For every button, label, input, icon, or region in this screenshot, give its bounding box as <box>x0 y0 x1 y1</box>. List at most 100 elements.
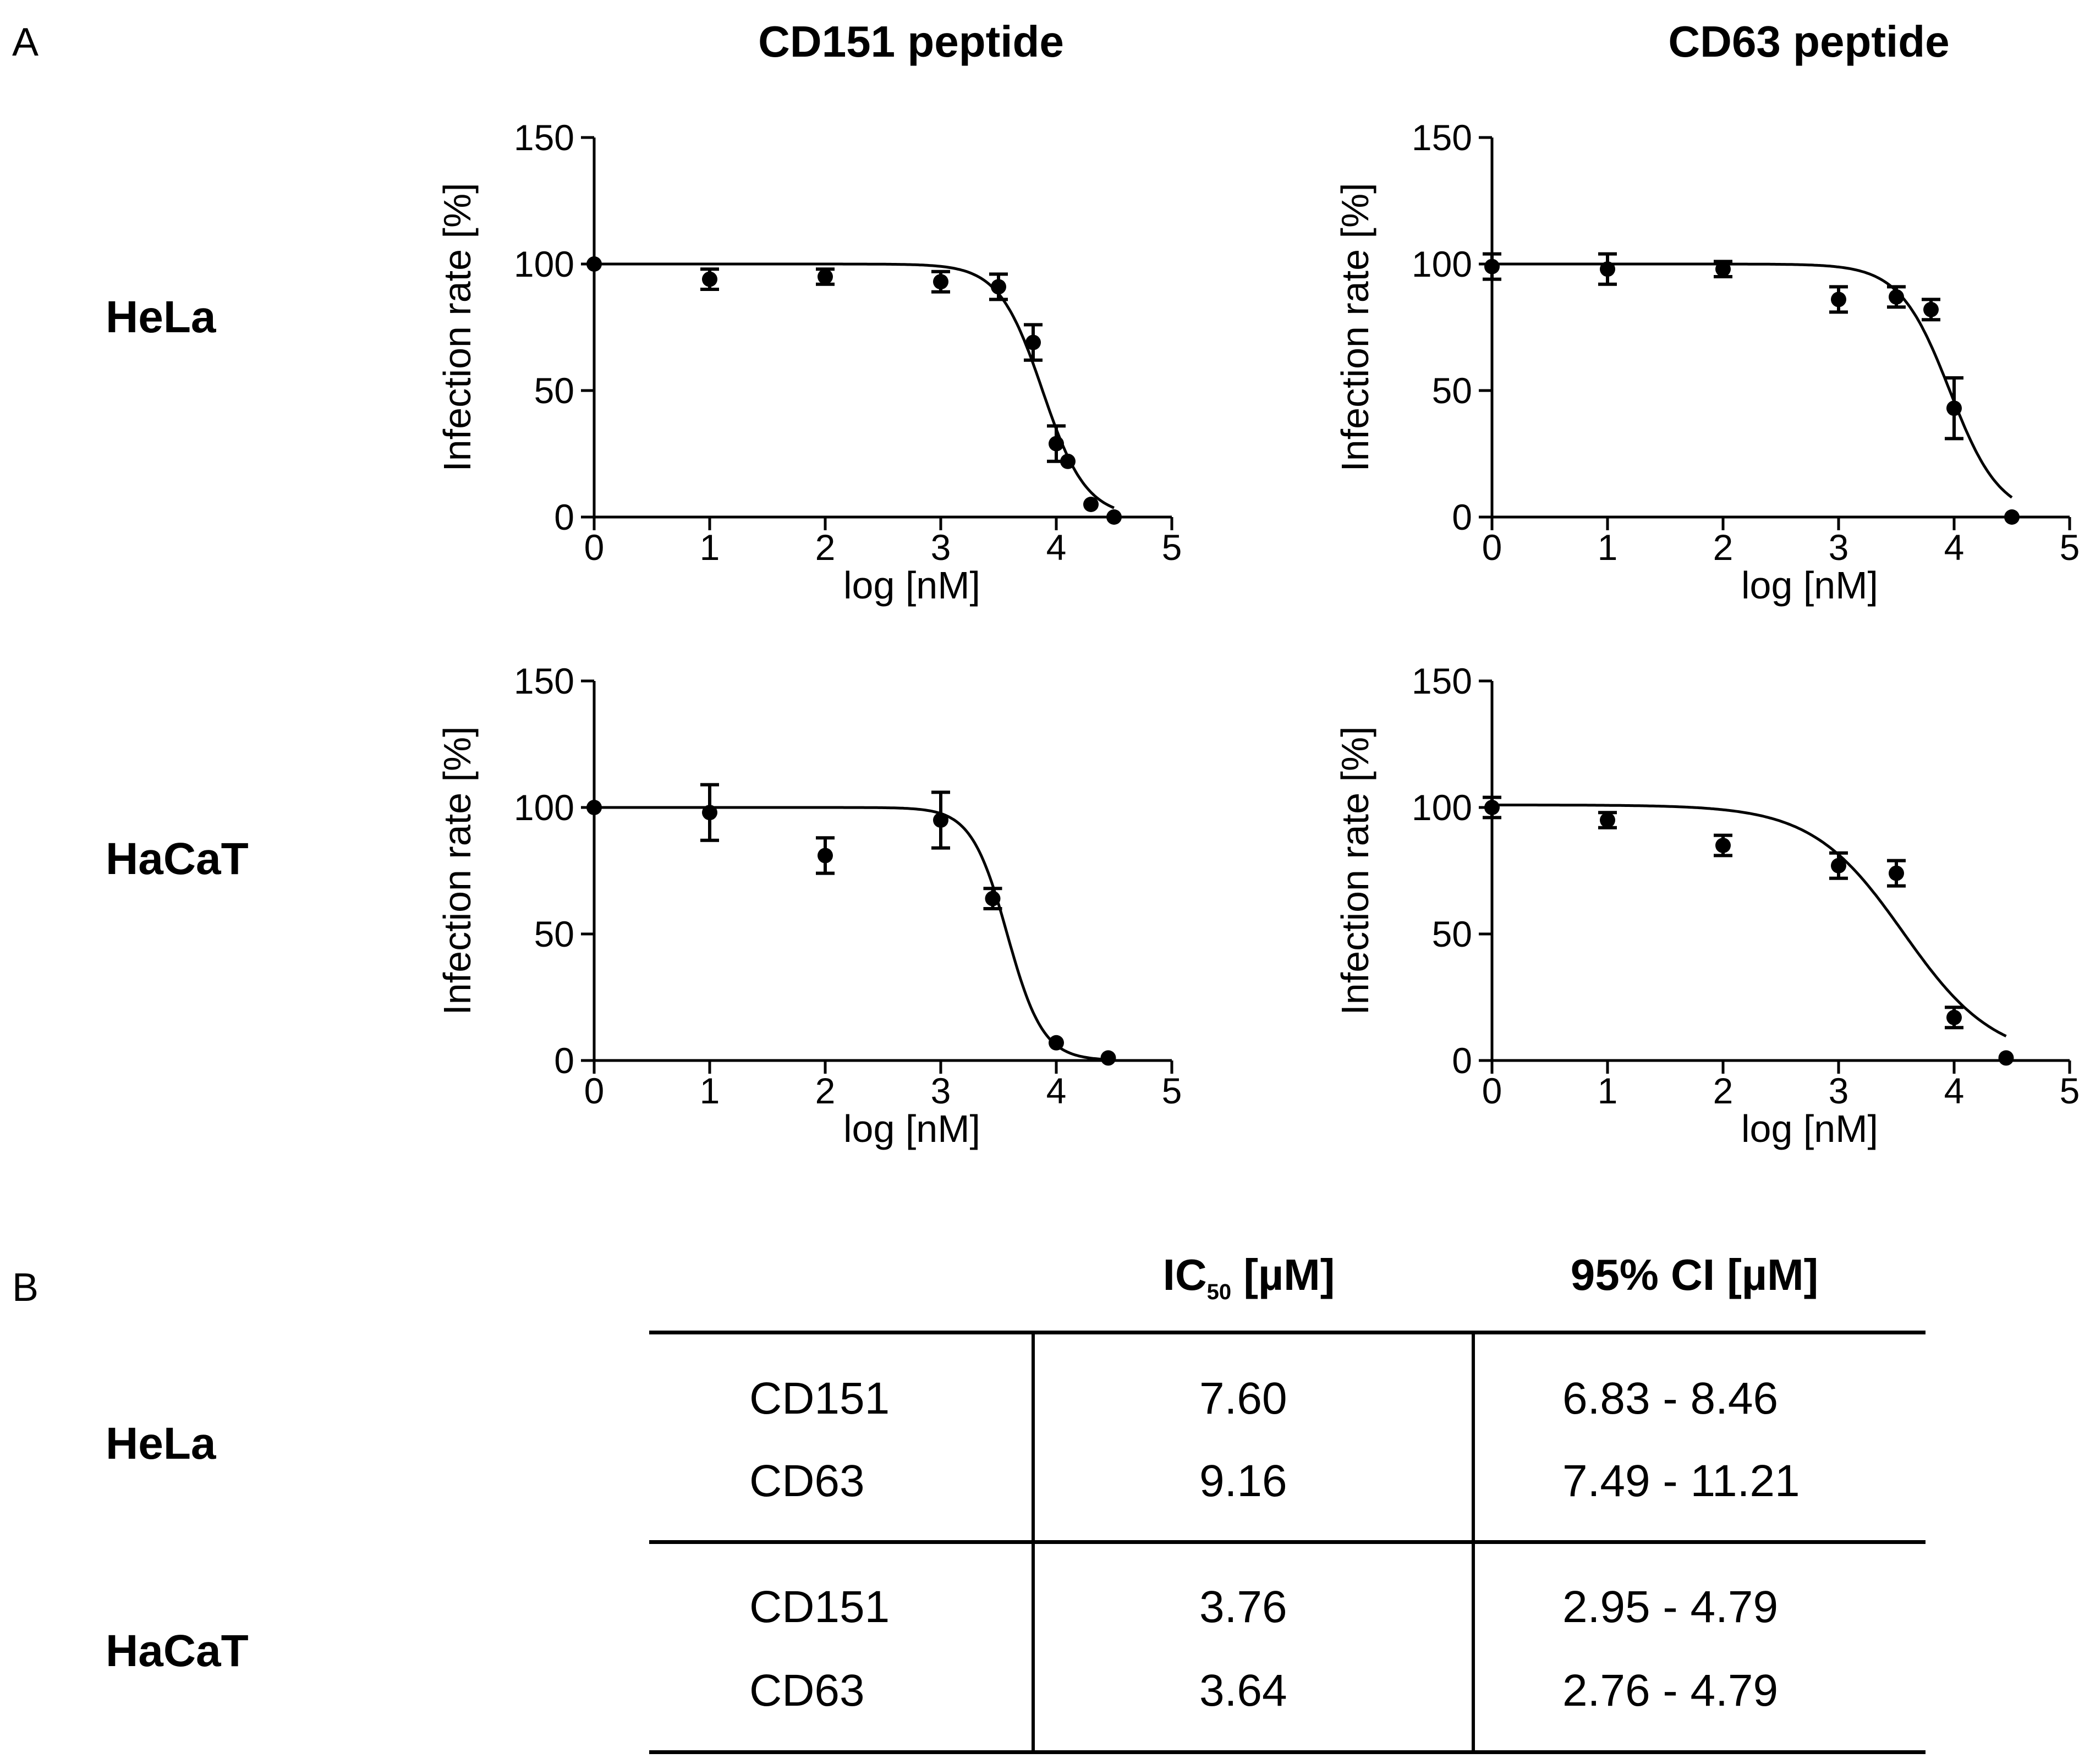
table-cell-ci: 2.95 - 4.79 <box>1562 1582 1779 1632</box>
data-point <box>586 256 602 272</box>
table-rule-top <box>649 1331 1926 1334</box>
y-tick-label: 150 <box>1412 661 1472 701</box>
x-tick-label: 0 <box>1482 527 1502 568</box>
y-tick-label: 150 <box>514 661 574 701</box>
table-cell-ci: 7.49 - 11.21 <box>1562 1456 1800 1506</box>
column-title-cd63: CD63 peptide <box>1668 17 1950 66</box>
x-tick-label: 1 <box>700 1070 720 1111</box>
table-cell-ic50: 3.76 <box>1199 1582 1287 1632</box>
data-point <box>1831 292 1846 307</box>
row-label-hacat: HaCaT <box>106 834 249 884</box>
data-point <box>933 812 948 828</box>
table-divider-2 <box>1472 1334 1475 1750</box>
x-tick-label: 2 <box>815 527 836 568</box>
x-tick-label: 2 <box>1713 1070 1734 1111</box>
y-tick-label: 0 <box>554 497 574 537</box>
data-point <box>1946 400 1962 416</box>
y-tick-label: 50 <box>1432 370 1472 411</box>
column-title-cd151: CD151 peptide <box>758 17 1064 66</box>
data-point <box>1025 334 1041 350</box>
y-axis-label: Infection rate [%] <box>436 183 479 471</box>
x-tick-label: 4 <box>1046 527 1067 568</box>
data-point <box>1831 858 1846 873</box>
data-point <box>985 891 1001 906</box>
x-tick-label: 0 <box>584 1070 605 1111</box>
fit-curve <box>594 262 1115 509</box>
x-tick-label: 2 <box>815 1070 836 1111</box>
y-tick-label: 0 <box>1452 1040 1472 1081</box>
panel-label-b: B <box>12 1266 39 1310</box>
x-axis-label: log [nM] <box>843 1107 980 1150</box>
table-cell-peptide: CD151 <box>749 1373 890 1424</box>
data-point <box>1889 865 1904 881</box>
y-tick-label: 50 <box>1432 914 1472 954</box>
table-header-ci: 95% CI [µM] <box>1570 1250 1819 1299</box>
table-rule-bottom <box>649 1750 1926 1754</box>
table-cell-ci: 6.83 - 8.46 <box>1562 1373 1779 1424</box>
x-tick-label: 4 <box>1944 1070 1965 1111</box>
y-tick-label: 0 <box>1452 497 1472 537</box>
data-point <box>1484 800 1500 815</box>
x-axis-label: log [nM] <box>843 564 980 607</box>
x-tick-label: 3 <box>931 527 951 568</box>
y-tick-label: 150 <box>514 117 574 158</box>
x-tick-label: 3 <box>931 1070 951 1111</box>
panel-label-a: A <box>12 20 39 64</box>
data-point <box>1600 812 1615 828</box>
row-label-hela: HeLa <box>106 292 216 342</box>
data-point <box>1889 289 1904 305</box>
x-tick-label: 5 <box>1162 527 1182 568</box>
table-rule-middle <box>649 1540 1926 1544</box>
fit-curve <box>1492 262 2013 499</box>
data-point <box>1106 509 1122 525</box>
fit-curve <box>1492 804 2007 1038</box>
data-point <box>1715 261 1731 277</box>
data-point <box>991 279 1006 295</box>
y-axis-label: Infection rate [%] <box>1334 183 1376 471</box>
table-group-hacat: HaCaT <box>106 1626 249 1676</box>
table-header-ic50-sub: 50 <box>1206 1280 1232 1304</box>
data-point <box>818 269 833 284</box>
data-point <box>1923 301 1939 317</box>
data-point <box>818 848 833 864</box>
x-tick-label: 3 <box>1829 1070 1849 1111</box>
y-tick-label: 100 <box>514 244 574 284</box>
table-cell-peptide: CD151 <box>749 1582 890 1632</box>
table-divider-1 <box>1032 1334 1035 1750</box>
table-cell-ic50: 7.60 <box>1199 1373 1287 1424</box>
fit-curve <box>594 806 1109 1061</box>
x-axis-label: log [nM] <box>1741 1107 1878 1150</box>
y-tick-label: 150 <box>1412 117 1472 158</box>
table-cell-ic50: 9.16 <box>1199 1456 1287 1506</box>
data-point <box>1083 497 1099 512</box>
y-tick-label: 0 <box>554 1040 574 1081</box>
table-header-ic50-unit: [µM] <box>1231 1250 1335 1299</box>
y-tick-label: 100 <box>1412 244 1472 284</box>
table-cell-peptide: CD63 <box>749 1666 865 1716</box>
x-axis-label: log [nM] <box>1741 564 1878 607</box>
y-tick-label: 50 <box>534 914 574 954</box>
data-point <box>1998 1050 2014 1066</box>
table-cell-peptide: CD63 <box>749 1456 865 1506</box>
table-cell-ci: 2.76 - 4.79 <box>1562 1666 1779 1716</box>
x-tick-label: 0 <box>584 527 605 568</box>
data-point <box>933 274 948 290</box>
x-tick-label: 1 <box>1598 527 1618 568</box>
x-tick-label: 5 <box>2060 527 2080 568</box>
table-group-hela: HeLa <box>106 1419 216 1469</box>
data-point <box>1049 1035 1064 1051</box>
data-point <box>1946 1009 1962 1025</box>
table-header-ic50-main: IC <box>1162 1250 1207 1299</box>
table-cell-ic50: 3.64 <box>1199 1666 1287 1716</box>
x-tick-label: 3 <box>1829 527 1849 568</box>
data-point <box>1060 453 1076 469</box>
x-tick-label: 2 <box>1713 527 1734 568</box>
data-point <box>2004 509 2020 525</box>
x-tick-label: 5 <box>1162 1070 1182 1111</box>
data-point <box>702 271 717 287</box>
y-tick-label: 100 <box>1412 787 1472 828</box>
y-tick-label: 100 <box>514 787 574 828</box>
